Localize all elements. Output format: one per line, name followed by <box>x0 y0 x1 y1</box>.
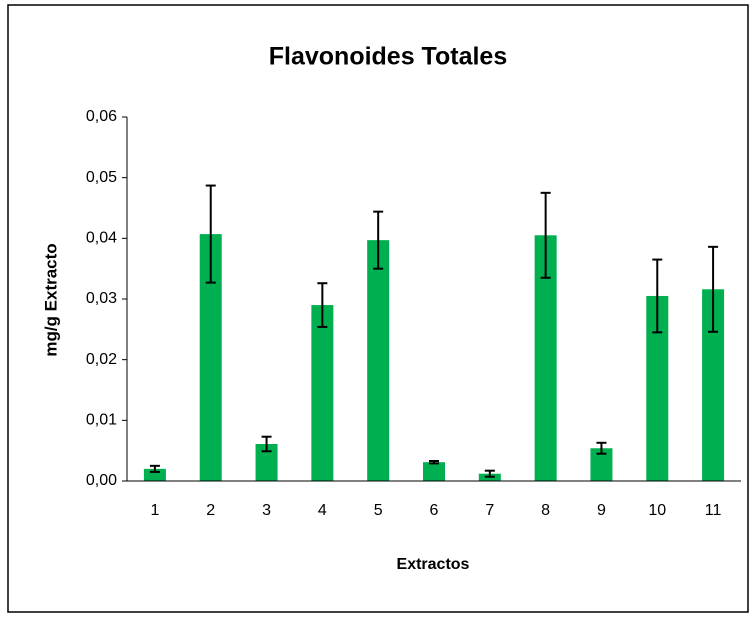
error-bar <box>484 469 495 478</box>
y-tick-label: 0,02 <box>86 351 117 368</box>
x-tick-label: 5 <box>374 502 383 519</box>
error-bar <box>149 464 160 473</box>
error-bar <box>317 282 328 328</box>
bar <box>143 468 166 481</box>
x-tick-label: 3 <box>262 502 271 519</box>
error-bar <box>540 191 551 279</box>
x-tick-label: 8 <box>541 502 550 519</box>
bar <box>534 235 557 481</box>
error-bar <box>652 258 663 334</box>
x-tick-label: 11 <box>705 502 722 519</box>
error-bar <box>261 435 272 453</box>
y-tick-label: 0,00 <box>86 472 117 489</box>
bar <box>590 448 613 481</box>
x-axis-label: Extractos <box>397 556 470 573</box>
y-axis-label: mg/g Extracto <box>41 243 60 356</box>
error-bar <box>708 245 719 333</box>
x-tick-label: 6 <box>430 502 439 519</box>
bar <box>702 289 725 481</box>
bar <box>646 295 669 481</box>
bar <box>311 305 334 481</box>
error-bar <box>373 210 384 270</box>
bar <box>367 240 390 481</box>
error-bar <box>205 184 216 284</box>
x-tick-label: 1 <box>150 502 159 519</box>
x-tick-label: 9 <box>597 502 606 519</box>
y-tick-label: 0,05 <box>86 169 117 186</box>
y-tick-label: 0,04 <box>86 230 117 247</box>
chart-title: Flavonoides Totales <box>269 43 507 71</box>
x-tick-label: 2 <box>206 502 215 519</box>
error-bar <box>429 459 439 465</box>
y-tick-label: 0,01 <box>86 412 117 429</box>
x-tick-label: 10 <box>648 502 666 519</box>
x-tick-label: 7 <box>485 502 494 519</box>
error-bar <box>596 441 607 455</box>
y-tick-label: 0,03 <box>86 290 117 307</box>
bar <box>423 462 445 481</box>
bar <box>199 234 222 481</box>
y-tick-label: 0,06 <box>86 108 117 125</box>
x-tick-label: 4 <box>318 502 327 519</box>
bar <box>255 443 278 481</box>
